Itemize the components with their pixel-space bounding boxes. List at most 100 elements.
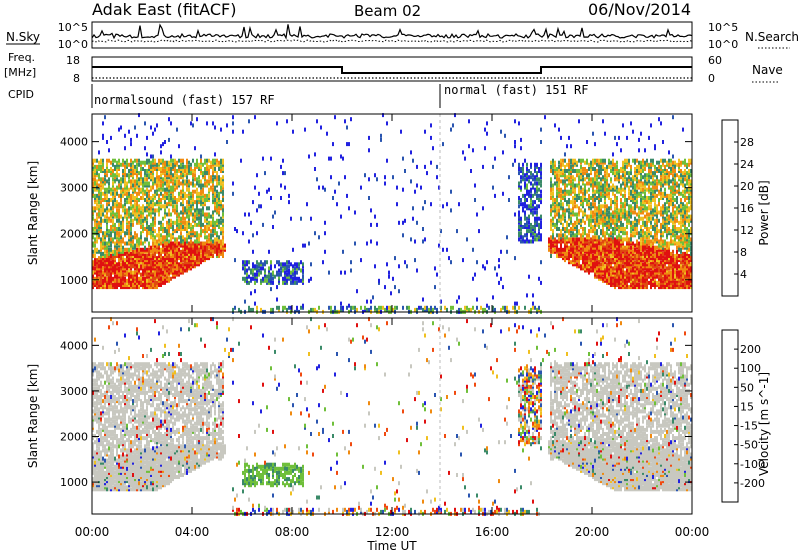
heatmap-cell <box>606 262 608 267</box>
heatmap-cell <box>202 191 204 196</box>
heatmap-cell <box>202 198 204 202</box>
heatmap-cell <box>558 233 560 238</box>
heatmap-cell <box>178 247 180 252</box>
heatmap-cell <box>530 208 532 213</box>
heatmap-cell <box>540 171 542 176</box>
heatmap-cell <box>514 144 516 149</box>
heatmap-cell <box>170 187 172 192</box>
heatmap-cell <box>578 210 580 215</box>
heatmap-cell <box>606 175 608 180</box>
heatmap-cell <box>282 268 284 273</box>
heatmap-cell <box>626 276 628 281</box>
heatmap-cell <box>198 179 200 184</box>
heatmap-cell <box>162 260 164 265</box>
heatmap-cell <box>282 307 284 312</box>
heatmap-cell <box>598 173 600 178</box>
heatmap-cell <box>120 177 122 182</box>
heatmap-cell <box>610 187 612 192</box>
heatmap-cell <box>562 181 564 186</box>
heatmap-cell <box>340 305 342 310</box>
heatmap-cell <box>108 208 110 213</box>
heatmap-cell <box>142 227 144 231</box>
heatmap-cell <box>154 216 156 221</box>
heatmap-cell <box>530 181 532 186</box>
heatmap-cell <box>152 270 154 275</box>
heatmap-cell <box>92 193 94 198</box>
heatmap-cell <box>608 210 610 215</box>
heatmap-cell <box>624 274 626 279</box>
heatmap-cell <box>232 115 234 120</box>
heatmap-cell <box>568 231 570 236</box>
heatmap-cell <box>566 254 568 258</box>
heatmap-cell <box>606 276 608 281</box>
heatmap-cell <box>564 243 566 248</box>
heatmap-cell <box>196 196 198 200</box>
heatmap-cell <box>588 167 590 171</box>
heatmap-cell <box>182 216 184 221</box>
heatmap-cell <box>524 305 526 310</box>
heatmap-cell <box>160 254 162 258</box>
heatmap-cell <box>174 266 176 271</box>
heatmap-cell <box>616 177 618 182</box>
heatmap-cell <box>598 239 600 244</box>
heatmap-cell <box>126 270 128 275</box>
heatmap-cell <box>130 233 132 238</box>
heatmap-cell <box>612 239 614 244</box>
heatmap-cell <box>618 218 620 223</box>
heatmap-cell <box>622 285 624 290</box>
heatmap-cell <box>136 247 138 252</box>
heatmap-cell <box>182 164 184 169</box>
heatmap-cell <box>244 266 246 271</box>
heatmap-cell <box>208 256 210 261</box>
heatmap-cell <box>112 260 114 265</box>
heatmap-cell <box>360 305 362 310</box>
heatmap-cell <box>560 196 562 200</box>
heatmap-cell <box>628 266 630 271</box>
heatmap-cell <box>562 189 564 194</box>
heatmap-cell <box>94 283 96 287</box>
heatmap-cell <box>146 225 148 229</box>
heatmap-cell <box>564 152 566 157</box>
heatmap-cell <box>110 285 112 290</box>
heatmap-cell <box>590 214 592 219</box>
heatmap-cell <box>208 187 210 192</box>
heatmap-cell <box>182 202 184 207</box>
heatmap-cell <box>202 229 204 234</box>
heatmap-cell <box>216 237 218 242</box>
heatmap-cell <box>136 181 138 186</box>
heatmap-cell <box>556 247 558 252</box>
heatmap-cell <box>574 247 576 252</box>
heatmap-cell <box>272 280 274 285</box>
heatmap-cell <box>184 254 186 258</box>
heatmap-cell <box>182 254 184 258</box>
heatmap-cell <box>196 208 198 213</box>
heatmap-cell <box>110 198 112 202</box>
heatmap-cell <box>168 212 170 217</box>
heatmap-cell <box>180 266 182 271</box>
heatmap-cell <box>158 177 160 182</box>
heatmap-cell <box>112 185 114 190</box>
heatmap-cell <box>208 212 210 217</box>
heatmap-cell <box>302 276 304 281</box>
heatmap-cell <box>248 212 250 217</box>
heatmap-cell <box>562 208 564 213</box>
heatmap-cell <box>410 150 412 155</box>
heatmap-cell <box>566 227 568 231</box>
heatmap-cell <box>200 212 202 217</box>
heatmap-cell <box>162 276 164 281</box>
heatmap-cell <box>596 208 598 213</box>
heatmap-cell <box>106 260 108 265</box>
heatmap-cell <box>146 177 148 182</box>
heatmap-cell <box>628 179 630 184</box>
heatmap-cell <box>538 225 540 229</box>
heatmap-cell <box>112 169 114 173</box>
heatmap-cell <box>580 243 582 248</box>
heatmap-cell <box>572 225 574 229</box>
heatmap-cell <box>188 202 190 207</box>
heatmap-cell <box>208 175 210 180</box>
heatmap-cell <box>536 237 538 242</box>
heatmap-cell <box>100 243 102 248</box>
heatmap-cell <box>218 181 220 186</box>
heatmap-cell <box>594 202 596 207</box>
heatmap-cell <box>566 229 568 234</box>
